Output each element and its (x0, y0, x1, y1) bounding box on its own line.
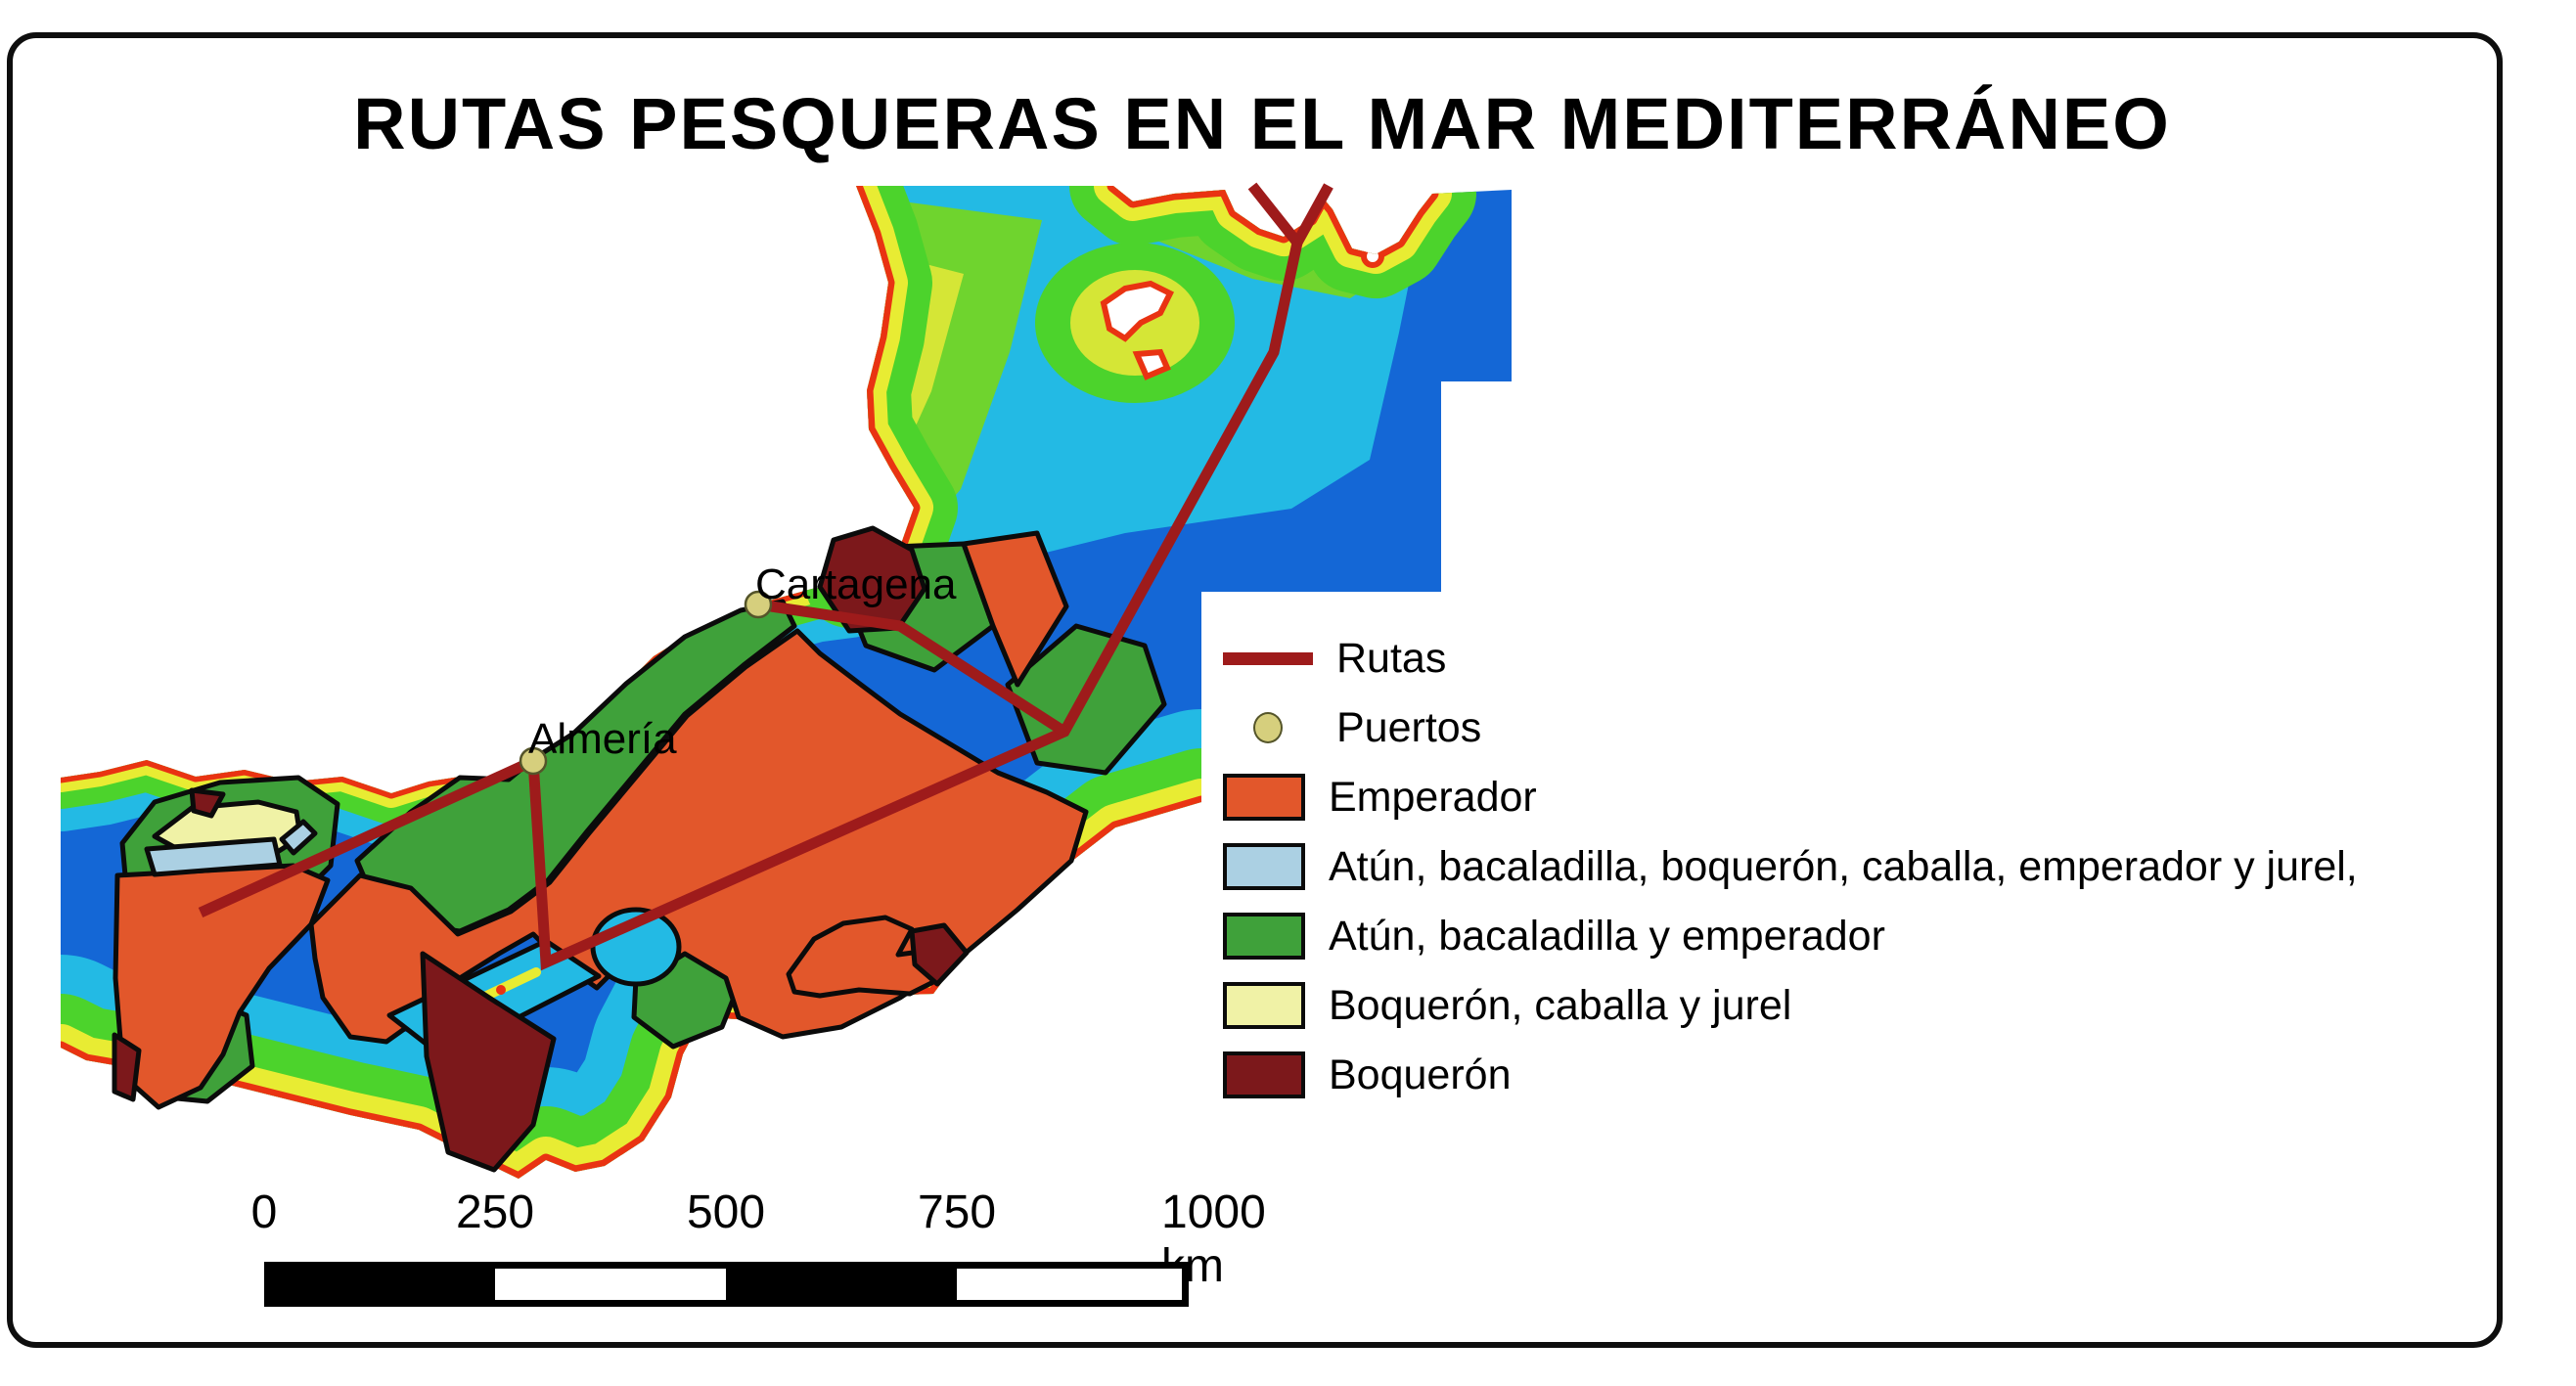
scale-tick-label: 0 (250, 1186, 278, 1238)
port-markers (519, 590, 773, 776)
scale-labels: 0 250 500 750 1000 km (251, 1185, 1340, 1292)
fishing-zones-boqueron (112, 525, 970, 1173)
coast-fringe-south (61, 709, 1294, 1179)
page-title: RUTAS PESQUERAS EN EL MAR MEDITERRÁNEO (353, 83, 2171, 164)
fishing-zones-emperador (113, 530, 1089, 1110)
port-label-cartagena: Cartagena (755, 560, 957, 608)
scale-tick-label: 250 (455, 1186, 535, 1238)
coast-fringe-spain-east (805, 186, 958, 628)
scale-segment-white (495, 1269, 726, 1300)
port-marker-almeria (519, 746, 548, 776)
fishing-zones-mixed-all (144, 819, 318, 877)
alboran-island (496, 985, 506, 995)
scale-bar-graphic (264, 1262, 1189, 1307)
scale-segment-white (957, 1269, 1182, 1300)
scale-bar: 0 250 500 750 1000 km (251, 1185, 1340, 1307)
scale-tick-label: 500 (686, 1186, 766, 1238)
port-label-almeria: Almería (528, 715, 677, 763)
port-marker-cartagena (744, 590, 773, 619)
scale-tick-label: 750 (917, 1186, 997, 1238)
